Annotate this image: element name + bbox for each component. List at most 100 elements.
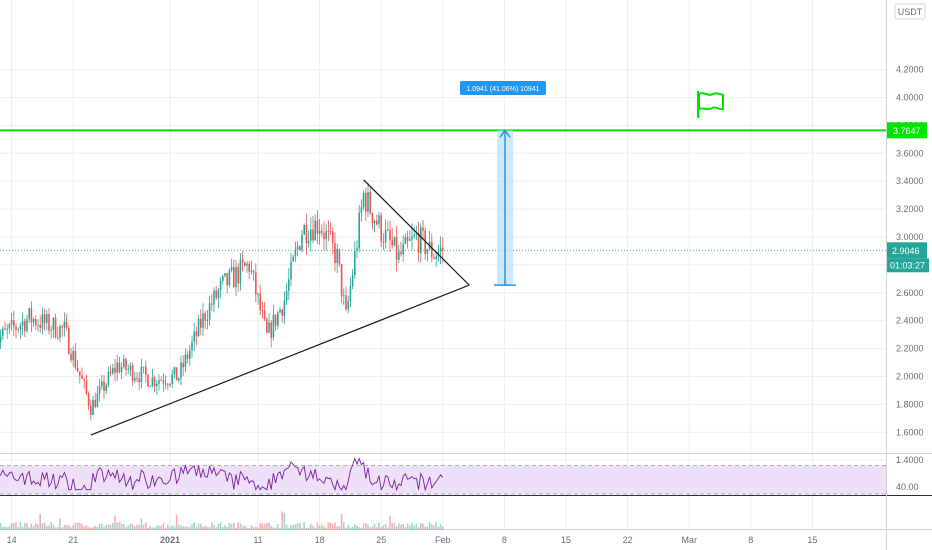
candle-body	[180, 362, 182, 379]
volume-bar	[24, 522, 26, 530]
trendline-ascending-support[interactable]	[90, 284, 470, 436]
volume-bar	[360, 527, 363, 530]
candle-body	[30, 308, 33, 323]
volume-bar	[382, 525, 385, 530]
candle-body	[8, 324, 11, 329]
candle-body	[400, 251, 402, 255]
candle-body	[65, 321, 68, 328]
price-tick-label: 3.6000	[896, 148, 924, 158]
candle-body	[186, 354, 189, 359]
candle-body	[360, 207, 363, 213]
flag-icon[interactable]	[697, 91, 724, 118]
candle-body	[173, 367, 176, 375]
volume-bar	[365, 522, 367, 530]
volume-bar	[409, 525, 411, 530]
volume-bar	[138, 524, 140, 530]
candle-body	[54, 317, 57, 338]
volume-bar	[76, 522, 79, 530]
candle-body	[274, 314, 277, 326]
time-axis[interactable]: 14 21 2021 11 18 25 Feb 8 15 22 Mar 8 15	[7, 535, 818, 545]
currency-label[interactable]: USDT	[898, 7, 923, 17]
volume-bar	[424, 526, 426, 530]
candle-body	[398, 251, 400, 260]
volume-bar	[351, 526, 354, 530]
volume-bar	[332, 524, 334, 530]
candle-body	[147, 374, 149, 387]
volume-bar	[244, 525, 246, 530]
countdown-label: 01:03:27	[890, 260, 925, 270]
candle-body	[13, 320, 15, 327]
candle-body	[191, 341, 193, 351]
volume-bar	[96, 526, 99, 530]
candle-body	[310, 229, 312, 242]
candle-body	[369, 192, 371, 214]
candle-body	[259, 293, 261, 311]
candle-body	[202, 313, 204, 328]
drawings[interactable]: 1.0941 (41.06%) 10941	[0, 81, 886, 436]
candle-body	[123, 358, 125, 368]
candle-body	[81, 375, 83, 379]
volume-bar	[35, 523, 37, 530]
volume-bar	[191, 524, 193, 530]
volume-bar	[411, 522, 413, 530]
candle-body	[226, 273, 228, 286]
volume-bar	[310, 523, 312, 530]
volume-bar	[417, 527, 420, 530]
candle-body	[413, 234, 415, 237]
time-tick-label: 15	[807, 535, 817, 545]
candle-body	[323, 232, 325, 240]
candle-body	[402, 243, 404, 255]
volume-bar	[404, 526, 407, 530]
oscillator-line	[0, 457, 444, 492]
candle-body	[362, 192, 365, 208]
volume-bar	[336, 526, 338, 530]
candle-body	[184, 354, 187, 368]
candle-body	[112, 367, 114, 374]
volume-bar	[61, 527, 63, 530]
candle-body	[39, 324, 41, 329]
currency-badge[interactable]	[894, 3, 926, 20]
candle-body	[435, 256, 437, 259]
candle-body	[233, 267, 235, 288]
volume-bar	[147, 527, 149, 530]
volume-bar	[327, 522, 330, 530]
volume-bar	[164, 527, 167, 530]
candle-body	[169, 383, 171, 386]
trendline-descending-resistance[interactable]	[363, 179, 470, 286]
candle-body	[138, 378, 140, 383]
candle-body	[2, 328, 4, 337]
candle-body	[158, 380, 160, 384]
price-axis[interactable]: 4.20004.00003.80003.60003.40003.20003.00…	[887, 3, 929, 492]
volume-bar	[72, 525, 74, 530]
volume-bar	[41, 523, 44, 530]
time-tick-label: 14	[7, 535, 17, 545]
volume-bar	[59, 518, 61, 530]
volume-bar	[217, 523, 220, 530]
volume-bar	[376, 527, 378, 530]
time-tick-label: 21	[68, 535, 78, 545]
volume-bar	[420, 523, 422, 530]
candle-body	[24, 321, 26, 332]
candle-body	[74, 350, 77, 368]
resistance-price-badge	[887, 122, 927, 139]
candle-body	[349, 286, 352, 302]
volume-bar	[129, 523, 132, 530]
volume-bar	[318, 525, 321, 530]
candle-body	[19, 325, 22, 330]
volume-bar	[325, 527, 327, 530]
candle-body	[312, 229, 314, 241]
candle-body	[162, 380, 165, 384]
volume-bar	[74, 523, 77, 530]
volume-bar	[431, 524, 433, 530]
volume-bar	[321, 524, 323, 530]
volume-bar	[215, 527, 217, 530]
volume-bar	[153, 527, 156, 530]
candle-body	[244, 262, 246, 266]
candle-body	[85, 380, 88, 394]
candle-body	[354, 250, 356, 275]
candle-body	[351, 274, 354, 287]
volume-bar	[224, 525, 226, 530]
candle-body	[151, 377, 154, 387]
volume-bar	[347, 524, 349, 530]
